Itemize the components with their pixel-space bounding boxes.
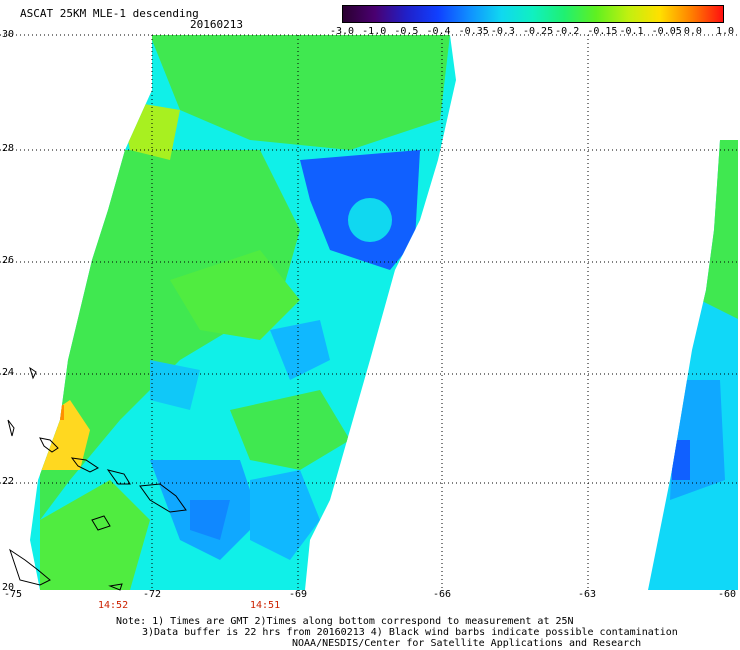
- lat-label-20: 20: [2, 582, 15, 593]
- colorbar-tick-label: -0.4: [426, 26, 451, 37]
- lat-label-22: 22: [2, 476, 15, 487]
- colorbar-tick-label: -0.1: [619, 26, 644, 37]
- coastlines: [7, 366, 187, 591]
- lon-label-60: -60: [718, 589, 737, 600]
- swath-east: [648, 140, 738, 590]
- lon-label-72: -72: [143, 589, 162, 600]
- graticule: [0, 34, 740, 590]
- lat-label-30: 30: [2, 29, 15, 40]
- colorbar-tick-label: -0.2: [555, 26, 580, 37]
- lat-label-26: 26: [2, 255, 15, 266]
- colorbar-tick-label: -3.0: [330, 26, 355, 37]
- lat-label-24: 24: [2, 367, 15, 378]
- map-date: 20160213: [190, 18, 243, 31]
- colorbar-tick-label: 1.0: [716, 26, 735, 37]
- colorbar-tick-label: -1.0: [362, 26, 387, 37]
- note-line-3: NOAA/NESDIS/Center for Satellite Applica…: [292, 638, 642, 649]
- colorbar-tick-label: -0.5: [394, 26, 419, 37]
- colorbar-tick-label: -0.25: [523, 26, 554, 37]
- lon-label-75: -75: [4, 589, 23, 600]
- colorbar: [342, 5, 724, 23]
- pass-time-2: 14:51: [250, 600, 281, 611]
- pass-time-1: 14:52: [98, 600, 129, 611]
- colorbar-tick-label: 0.0: [683, 26, 702, 37]
- colorbar-tick-label: -0.35: [458, 26, 489, 37]
- lon-label-69: -69: [289, 589, 308, 600]
- lat-label-28: 28: [2, 143, 15, 154]
- note-line-1: Note: 1) Times are GMT 2)Times along bot…: [116, 616, 574, 627]
- map-title: ASCAT 25KM MLE-1 descending: [20, 7, 199, 20]
- colorbar-tick-label: -0.05: [651, 26, 682, 37]
- colorbar-tick-label: -0.3: [490, 26, 515, 37]
- lon-label-63: -63: [578, 589, 597, 600]
- lon-label-66: -66: [433, 589, 452, 600]
- colorbar-tick-label: -0.15: [587, 26, 618, 37]
- note-line-2: 3)Data buffer is 22 hrs from 20160213 4)…: [142, 627, 678, 638]
